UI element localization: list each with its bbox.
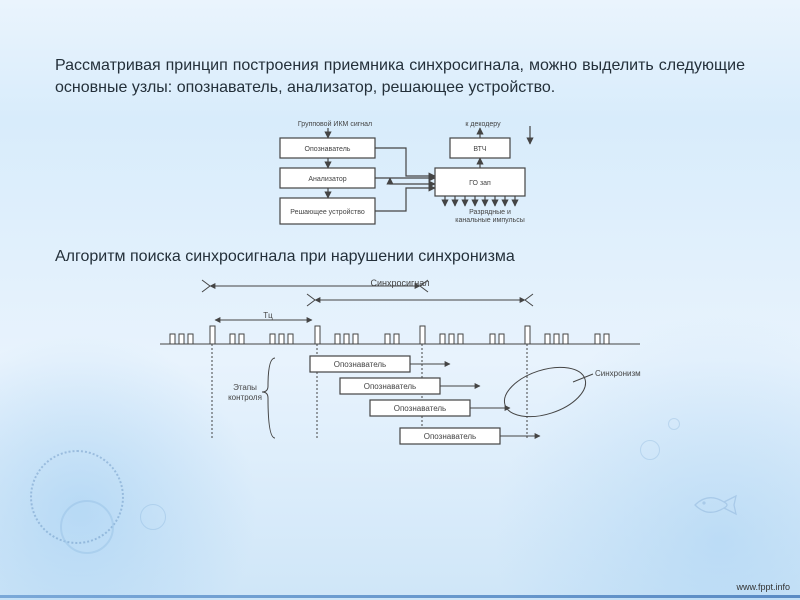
svg-text:к декодеру: к декодеру [465, 121, 501, 128]
svg-text:Tц: Tц [263, 311, 273, 320]
svg-text:канальные импульсы: канальные импульсы [455, 217, 524, 224]
svg-text:контроля: контроля [228, 393, 262, 402]
paragraph-algorithm: Алгоритм поиска синхросигнала при наруше… [55, 248, 745, 266]
svg-text:Опознаватель: Опознаватель [305, 146, 351, 153]
svg-text:Решающее устройство: Решающее устройство [290, 208, 365, 216]
paragraph-main: Рассматривая принцип построения приемник… [55, 55, 745, 98]
svg-text:Разрядные и: Разрядные и [469, 209, 511, 216]
svg-text:Групповой ИКМ сигнал: Групповой ИКМ сигнал [298, 120, 372, 128]
svg-text:Опознаватель: Опознаватель [364, 382, 416, 391]
svg-text:ВТЧ: ВТЧ [473, 146, 486, 153]
svg-text:ГО зап: ГО зап [469, 180, 491, 187]
footer-link: www.fppt.info [736, 582, 790, 592]
footer-divider [0, 595, 800, 598]
slide-content: Рассматривая принцип построения приемник… [0, 0, 800, 474]
svg-text:Анализатор: Анализатор [308, 176, 346, 183]
svg-text:Опознаватель: Опознаватель [394, 404, 446, 413]
svg-text:Этапы: Этапы [233, 383, 257, 392]
svg-text:Опознаватель: Опознаватель [424, 432, 476, 441]
block-diagram: Групповой ИКМ сигнал к декодеру Опознавате… [55, 116, 745, 238]
timing-diagram: СинхросигналTцЭтапыконтроляОпознавательО… [55, 278, 745, 458]
fish-icon [690, 490, 740, 520]
svg-text:Синхронизм: Синхронизм [595, 369, 641, 378]
svg-text:Опознаватель: Опознаватель [334, 360, 386, 369]
